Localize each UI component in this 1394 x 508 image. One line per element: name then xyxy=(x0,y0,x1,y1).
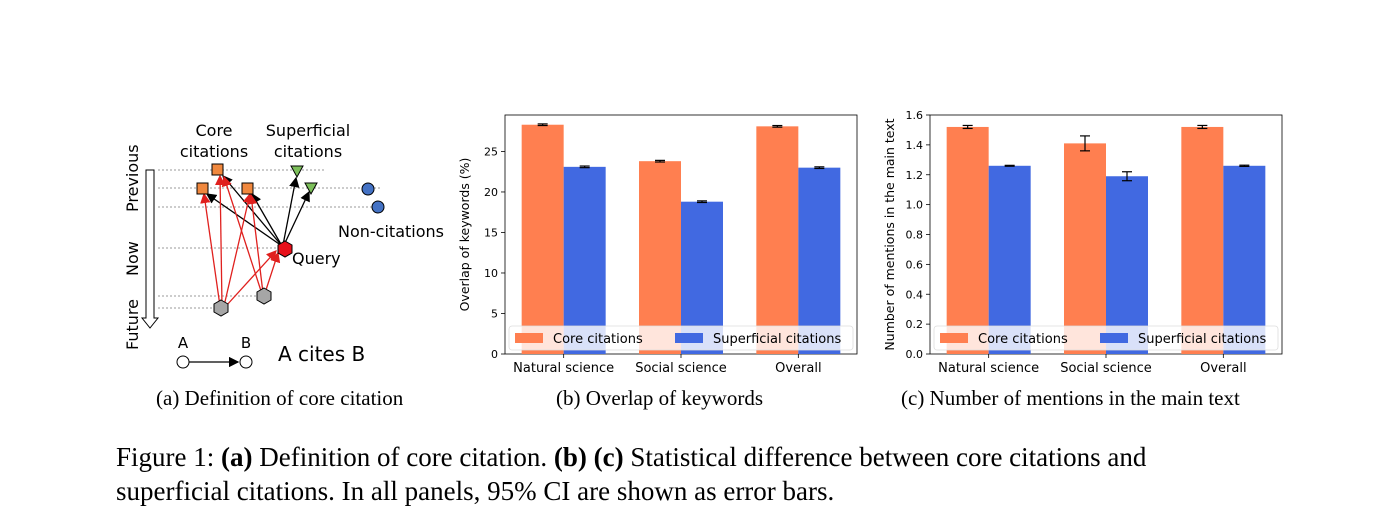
label-superficial-line2: citations xyxy=(274,142,342,161)
y-tick-label: 1.0 xyxy=(906,199,924,212)
y-tick-label: 1.4 xyxy=(906,139,924,152)
legend-label: Superficial citations xyxy=(713,332,841,347)
x-tick-label: Natural science xyxy=(938,361,1039,376)
bar-core xyxy=(639,161,681,354)
legend-label: Core citations xyxy=(553,332,643,347)
legend-swatch xyxy=(675,333,703,343)
panel-a-diagram: Previous Now Future Core citations Super… xyxy=(123,121,444,369)
noncitation-node xyxy=(361,182,375,196)
superficial-citation-node xyxy=(304,182,318,196)
legend-swatch xyxy=(940,333,968,343)
y-tick-label: 15 xyxy=(484,226,498,239)
x-tick-label: Overall xyxy=(775,361,821,376)
label-core-line1: Core xyxy=(195,121,232,140)
legend-label: Superficial citations xyxy=(1138,332,1266,347)
y-tick-label: 0.2 xyxy=(906,318,924,331)
figure-caption-bc-text: Statistical difference between core cita… xyxy=(630,442,1147,472)
y-tick-label: 5 xyxy=(491,307,498,320)
label-core-line2: citations xyxy=(180,142,248,161)
label-now: Now xyxy=(123,241,142,276)
bar-superficial xyxy=(988,165,1031,354)
future-citation-edges xyxy=(200,174,281,307)
caption-panel-c: (c) Number of mentions in the main text xyxy=(901,386,1240,410)
core-citation-node xyxy=(211,163,224,176)
legend-node-a-label: A xyxy=(178,334,189,352)
figure-caption-prefix: Figure 1: xyxy=(116,442,215,472)
label-future: Future xyxy=(123,299,142,350)
time-level-lines xyxy=(158,169,385,309)
x-tick-label: Social science xyxy=(1060,361,1152,376)
query-citation-edges xyxy=(205,175,310,247)
legend-label: Core citations xyxy=(978,332,1068,347)
x-tick-label: Natural science xyxy=(513,361,614,376)
query-node xyxy=(277,240,293,258)
legend-node-b xyxy=(239,355,253,369)
figure-caption-a-text: Definition of core citation. xyxy=(259,442,548,472)
core-citation-node xyxy=(196,182,209,195)
bar-superficial xyxy=(563,166,606,354)
bar-superficial xyxy=(798,167,841,354)
y-tick-label: 1.2 xyxy=(906,169,924,182)
y-tick-label: 10 xyxy=(484,267,498,280)
bar-core xyxy=(1181,126,1224,354)
figure-caption-bc-marker: (b) (c) xyxy=(553,442,624,472)
y-tick-label: 1.6 xyxy=(906,109,924,122)
bar-core xyxy=(946,126,989,354)
bar-superficial xyxy=(1106,176,1148,354)
legend-node-b-label: B xyxy=(241,334,251,352)
figure-caption-line1: Figure 1: (a) Definition of core citatio… xyxy=(116,440,1316,474)
label-query: Query xyxy=(292,249,341,268)
y-tick-label: 0.8 xyxy=(906,229,924,242)
figure-caption-line2: superficial citations. In all panels, 95… xyxy=(116,476,835,506)
y-axis-label: Number of mentions in the main text xyxy=(882,118,897,350)
bar-core xyxy=(1064,143,1106,354)
label-superficial-line1: Superficial xyxy=(266,121,350,140)
legend: Core citations Superficial citations xyxy=(933,325,1279,351)
bar-core xyxy=(756,126,799,354)
superficial-citation-node xyxy=(290,165,304,179)
caption-panel-b: (b) Overlap of keywords xyxy=(556,386,764,410)
legend-node-a xyxy=(176,355,190,369)
core-citation-node xyxy=(241,182,254,195)
label-previous: Previous xyxy=(123,144,142,212)
legend-swatch xyxy=(515,333,543,343)
y-tick-label: 0.6 xyxy=(906,258,924,271)
y-tick-label: 25 xyxy=(484,145,498,158)
y-tick-label: 0.0 xyxy=(906,348,924,361)
bar-core xyxy=(521,124,564,354)
bar-superficial xyxy=(1223,165,1266,354)
chart-overlap-keywords: 0 5 10 15 20 25 Overlap of keywords (%) Natural… xyxy=(457,114,858,376)
figure-caption: Figure 1: (a) Definition of core citatio… xyxy=(116,440,1316,508)
future-node xyxy=(256,287,272,305)
figure-caption-a-marker: (a) xyxy=(221,442,253,472)
label-noncitations: Non-citations xyxy=(338,222,444,241)
legend-swatch xyxy=(1100,333,1128,343)
legend-a-cites-b: A cites B xyxy=(278,342,365,366)
chart-mentions-main-text: 0.0 0.2 0.4 0.6 0.8 1.0 1.2 1.4 1.6 Number of men… xyxy=(882,109,1283,376)
y-tick-label: 0.4 xyxy=(906,288,924,301)
y-axis-label: Overlap of keywords (%) xyxy=(457,158,472,312)
y-tick-label: 20 xyxy=(484,186,498,199)
caption-panel-a: (a) Definition of core citation xyxy=(156,386,404,410)
time-arrow xyxy=(140,169,160,329)
y-tick-label: 0 xyxy=(491,348,498,361)
future-node xyxy=(213,299,229,317)
legend: Core citations Superficial citations xyxy=(508,325,854,351)
x-tick-label: Social science xyxy=(635,361,727,376)
x-tick-label: Overall xyxy=(1200,361,1246,376)
noncitation-node xyxy=(371,200,385,214)
